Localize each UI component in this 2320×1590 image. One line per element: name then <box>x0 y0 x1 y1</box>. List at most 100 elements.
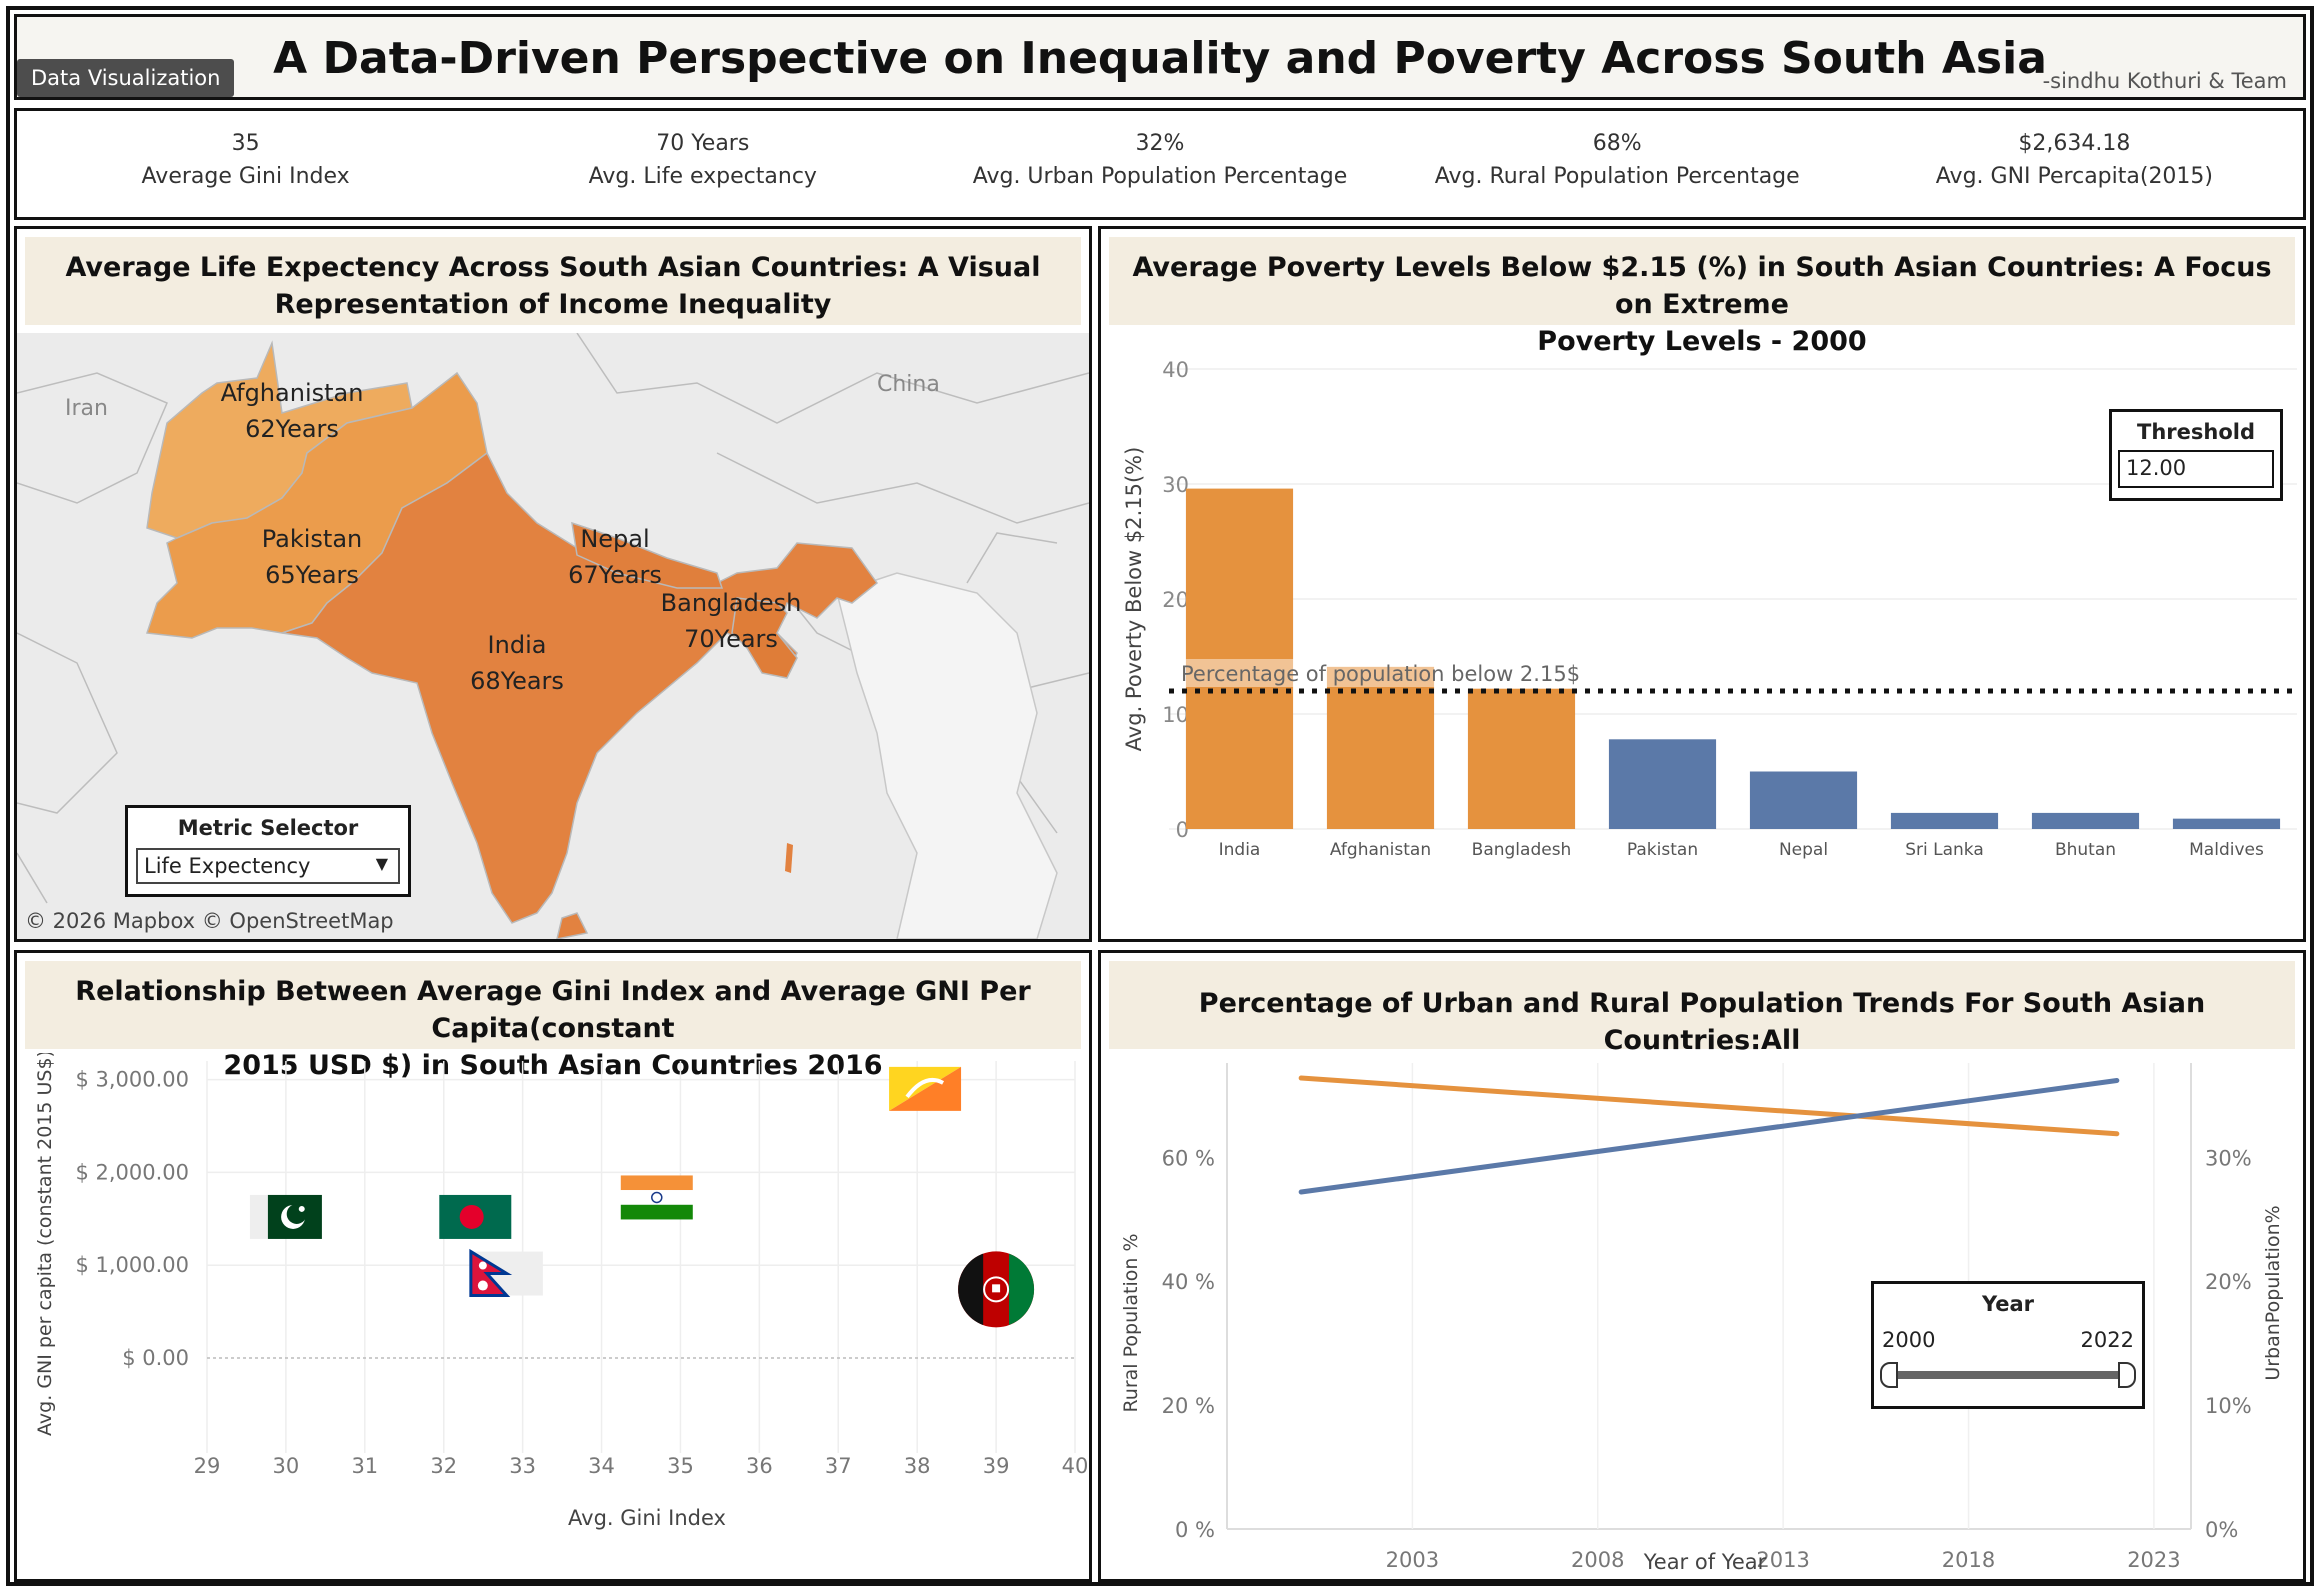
year-filter: Year 2000 2022 <box>1871 1281 2145 1409</box>
author-byline: -sindhu Kothuri & Team <box>2042 69 2287 93</box>
map-label-india-name: India <box>488 631 547 659</box>
y-axis-title: Avg. Poverty Below $2.15(%) <box>1122 447 1146 752</box>
kpi-value: 68% <box>1592 131 1642 156</box>
poverty-bar-panel: Average Poverty Levels Below $2.15 (%) i… <box>1098 226 2306 942</box>
x-tick-label: 29 <box>194 1454 221 1478</box>
line-title-text: Percentage of Urban and Rural Population… <box>1198 988 2206 1056</box>
x-tick-label: 33 <box>509 1454 536 1478</box>
x-tick-label: 37 <box>825 1454 852 1478</box>
kpi-strip: 35 Average Gini Index 70 Years Avg. Life… <box>14 108 2306 220</box>
y-left-tick-label: 40 % <box>1162 1270 1215 1294</box>
x-axis-title: Year of Year <box>1643 1550 1767 1574</box>
metric-select-value: Life Expectency <box>144 854 311 878</box>
gini-gni-scatter-chart[interactable]: 29 30 31 32 33 34 35 36 37 38 39 40 $ 0.00 $ 1,000.00… <box>17 1053 1089 1579</box>
x-tick-label: 31 <box>351 1454 378 1478</box>
dashboard-title: A Data-Driven Perspective on Inequality … <box>273 33 2047 84</box>
south-asia-map[interactable]: Iran China Afghanistan 62Years Pakistan … <box>17 333 1089 939</box>
bar-sri-lanka <box>1890 812 1999 829</box>
year-slider-handle-min[interactable] <box>1880 1362 1898 1388</box>
map-label-pakistan-years: 65Years <box>265 561 359 589</box>
year-slider-track[interactable] <box>1888 1371 2128 1379</box>
map-label-pakistan-name: Pakistan <box>262 525 363 553</box>
map-label-bangladesh-years: 70Years <box>684 625 778 653</box>
dashboard-header: Data Visualization A Data-Driven Perspec… <box>14 14 2306 100</box>
x-tick-label: Bhutan <box>2055 840 2116 860</box>
map-label-nepal-name: Nepal <box>580 525 649 553</box>
x-axis-title: Avg. Gini Index <box>568 1506 726 1530</box>
bar-title: Average Poverty Levels Below $2.15 (%) i… <box>1109 237 2295 357</box>
x-tick-label: 40 <box>1062 1454 1089 1478</box>
x-tick-label: 35 <box>667 1454 694 1478</box>
y-left-axis-title: Rural Population % <box>1120 1233 1142 1412</box>
urban-population-line <box>1298 1078 2120 1195</box>
sri-lanka-region <box>556 912 589 939</box>
y-right-tick-label: 10% <box>2205 1394 2252 1418</box>
flag-pakistan-icon[interactable] <box>249 1194 322 1239</box>
map-label-afghanistan-years: 62Years <box>245 415 339 443</box>
x-tick-label: 2003 <box>1386 1548 1439 1572</box>
x-tick-label: 39 <box>983 1454 1010 1478</box>
y-right-tick-label: 0% <box>2205 1518 2238 1542</box>
x-tick-label: 2013 <box>1756 1548 1809 1572</box>
year-slider-handle-max[interactable] <box>2118 1362 2136 1388</box>
x-tick-label: 34 <box>588 1454 615 1478</box>
y-axis-title: Avg. GNI per capita (constant 2015 US$) <box>34 1053 56 1436</box>
flag-bhutan-icon[interactable] <box>889 1066 962 1111</box>
x-tick-label: 30 <box>273 1454 300 1478</box>
map-label-nepal-years: 67Years <box>568 561 662 589</box>
y-left-tick-label: 20 % <box>1162 1394 1215 1418</box>
year-filter-max: 2022 <box>2080 1328 2134 1352</box>
urban-rural-line-panel: Percentage of Urban and Rural Population… <box>1098 950 2306 1582</box>
bar-bangladesh <box>1467 688 1576 829</box>
kpi-rural: 68% Avg. Rural Population Percentage <box>1389 111 1846 217</box>
threshold-control: Threshold 12.00 <box>2109 409 2283 501</box>
map-title: Average Life Expectency Across South Asi… <box>25 237 1081 325</box>
andaman-islands <box>785 843 793 873</box>
kpi-label: Average Gini Index <box>141 164 350 189</box>
year-filter-title: Year <box>1981 1292 2035 1316</box>
threshold-input[interactable]: 12.00 <box>2118 450 2274 488</box>
data-visualization-tag[interactable]: Data Visualization <box>17 59 235 97</box>
poverty-bar-chart[interactable]: 0 10 20 30 40 Avg. Poverty Below $2.15(%) Indi… <box>1101 329 2303 939</box>
x-tick-label: 38 <box>904 1454 931 1478</box>
y-tick-label: 20 <box>1162 588 1189 612</box>
reference-line-label: Percentage of population below 2.15$ <box>1181 662 1580 686</box>
gini-gni-scatter-panel: Relationship Between Average Gini Index … <box>14 950 1092 1582</box>
y-tick-label: 10 <box>1162 703 1189 727</box>
bar-maldives <box>2172 818 2281 829</box>
flag-bangladesh-icon[interactable] <box>439 1194 512 1239</box>
urban-rural-line-chart[interactable]: 2003 2008 2013 2018 2023 0 % 20 % 40 % 60 % 0% 10%… <box>1101 1053 2303 1579</box>
y-left-tick-label: 0 % <box>1175 1518 1215 1542</box>
flag-nepal-icon[interactable] <box>469 1248 543 1298</box>
x-tick-label: Bangladesh <box>1472 840 1572 860</box>
bar-nepal <box>1749 771 1858 829</box>
kpi-value: 70 Years <box>656 131 750 156</box>
india-region <box>281 451 879 924</box>
flag-india-icon[interactable] <box>620 1175 693 1220</box>
x-tick-label: 2018 <box>1942 1548 1995 1572</box>
life-expectancy-map-panel: Average Life Expectency Across South Asi… <box>14 226 1092 942</box>
y-left-tick-label: 60 % <box>1162 1146 1215 1170</box>
map-label-india-years: 68Years <box>470 667 564 695</box>
kpi-label: Avg. Rural Population Percentage <box>1434 164 1800 189</box>
dropdown-arrow-icon: ▼ <box>375 854 388 873</box>
x-tick-label: 2008 <box>1571 1548 1624 1572</box>
y-right-axis-title: UrbanPopulation% <box>2262 1205 2284 1380</box>
y-tick-label: $ 3,000.00 <box>75 1068 189 1092</box>
kpi-life-expectancy: 70 Years Avg. Life expectancy <box>474 111 931 217</box>
metric-select-dropdown[interactable]: Life Expectency ▼ <box>136 848 400 884</box>
map-title-line2: Representation of Income Inequality <box>274 289 832 320</box>
map-label-bangladesh-name: Bangladesh <box>661 589 802 617</box>
kpi-urban: 32% Avg. Urban Population Percentage <box>931 111 1388 217</box>
y-right-tick-label: 30% <box>2205 1146 2252 1170</box>
bar-pakistan <box>1608 739 1717 829</box>
flag-afghanistan-icon[interactable] <box>958 1251 1035 1328</box>
bar-india <box>1185 488 1294 829</box>
x-tick-label: India <box>1219 840 1261 860</box>
bar-title-line2: Poverty Levels - 2000 <box>1537 326 1867 357</box>
rural-population-line <box>1298 1075 2120 1137</box>
kpi-gini: 35 Average Gini Index <box>17 111 474 217</box>
y-tick-label: 0 <box>1176 818 1189 842</box>
nepal-region <box>571 521 724 589</box>
map-attribution[interactable]: © 2026 Mapbox © OpenStreetMap <box>25 909 394 933</box>
